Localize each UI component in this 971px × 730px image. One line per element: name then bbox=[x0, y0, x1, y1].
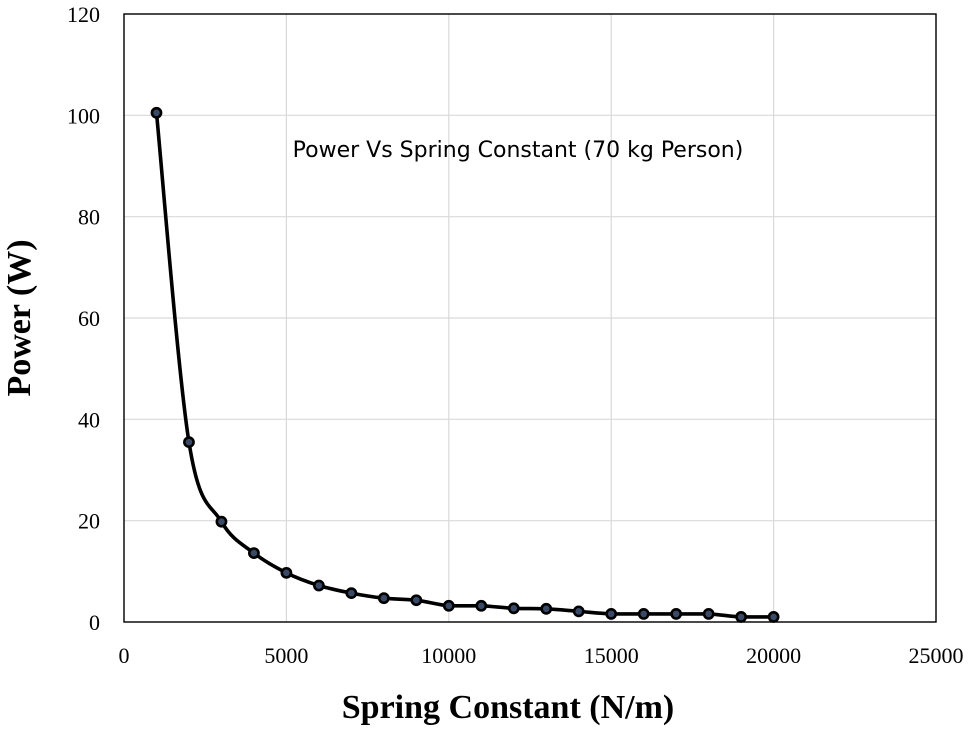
data-point bbox=[442, 599, 455, 612]
x-tick-label: 0 bbox=[119, 643, 130, 668]
x-tick-label: 25000 bbox=[909, 643, 964, 668]
data-point bbox=[605, 607, 618, 620]
y-tick-label: 40 bbox=[78, 407, 100, 432]
grid-lines bbox=[123, 13, 937, 623]
x-tick-label: 5000 bbox=[264, 643, 308, 668]
data-point bbox=[248, 547, 260, 559]
y-tick-label: 0 bbox=[89, 610, 100, 635]
data-point bbox=[637, 607, 650, 620]
y-tick-label: 20 bbox=[78, 509, 100, 534]
y-tick-label: 60 bbox=[78, 306, 100, 331]
y-tick-label: 120 bbox=[67, 2, 100, 27]
series-line bbox=[154, 111, 776, 619]
data-point bbox=[735, 611, 748, 623]
plot-frame bbox=[123, 13, 937, 623]
data-point bbox=[215, 515, 228, 528]
data-point bbox=[475, 599, 488, 612]
y-tick-labels: 0 20 40 60 80 100 120 bbox=[67, 2, 100, 635]
data-point bbox=[183, 436, 195, 449]
x-tick-label: 20000 bbox=[746, 643, 801, 668]
chart-title: Power Vs Spring Constant (70 kg Person) bbox=[293, 138, 744, 163]
data-point bbox=[280, 566, 293, 579]
x-tick-label: 15000 bbox=[584, 643, 639, 668]
data-point bbox=[150, 106, 163, 119]
data-point bbox=[702, 607, 715, 620]
data-point bbox=[312, 579, 325, 592]
y-tick-label: 100 bbox=[67, 103, 100, 128]
data-point bbox=[540, 602, 553, 615]
data-point bbox=[572, 605, 585, 618]
x-axis-title: Spring Constant (N/m) bbox=[342, 689, 674, 726]
data-point bbox=[410, 594, 423, 607]
data-point bbox=[377, 592, 390, 605]
data-point bbox=[767, 611, 780, 623]
x-tick-labels: 0 5000 10000 15000 20000 25000 bbox=[119, 643, 964, 668]
data-point bbox=[507, 602, 520, 615]
y-axis-title: Power (W) bbox=[1, 239, 38, 396]
data-points bbox=[150, 106, 780, 623]
y-tick-label: 80 bbox=[78, 205, 100, 230]
data-point bbox=[670, 607, 683, 620]
x-tick-label: 10000 bbox=[421, 643, 476, 668]
data-point bbox=[345, 587, 358, 600]
